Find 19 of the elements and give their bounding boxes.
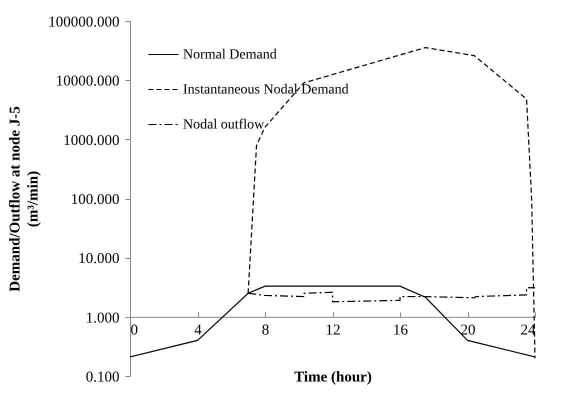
y-axis-title: Demand/Outflow at node J-5 (m³/min) bbox=[7, 106, 42, 292]
legend-label: Nodal outflow bbox=[183, 118, 266, 132]
legend-label: Normal Demand bbox=[183, 48, 277, 62]
x-tick-label: 20 bbox=[460, 322, 476, 338]
x-tick-label: 12 bbox=[326, 322, 340, 338]
y-tick-label: 10.000 bbox=[78, 251, 120, 268]
x-tick-label: 4 bbox=[194, 322, 202, 338]
y-tick-label: 1.000 bbox=[86, 310, 120, 326]
x-tick-label: 0 bbox=[130, 322, 138, 338]
y-tick-label: 1000.000 bbox=[63, 132, 120, 149]
legend-label: Instantaneous Nodal Demand bbox=[183, 82, 349, 98]
y-tick-label: 10000.000 bbox=[56, 74, 120, 90]
y-tick-label: 0.100 bbox=[86, 370, 120, 386]
y-tick-label: 100.000 bbox=[70, 192, 120, 208]
x-tick-label: 16 bbox=[393, 322, 408, 338]
x-tick-label: 24 bbox=[520, 322, 536, 338]
x-axis-title: Time (hour) bbox=[294, 369, 372, 386]
x-tick-label: 8 bbox=[262, 322, 270, 338]
y-tick-label: 100000.000 bbox=[48, 14, 120, 30]
